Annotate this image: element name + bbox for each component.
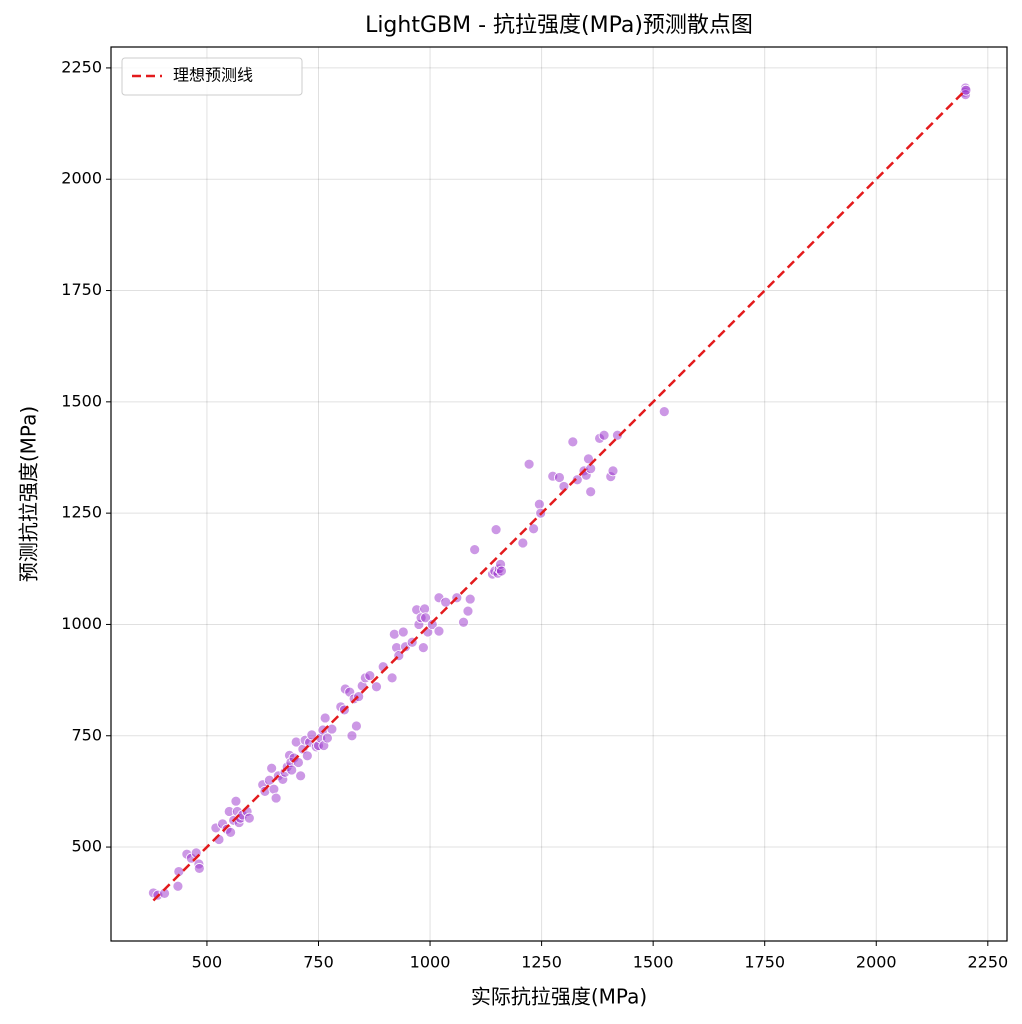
data-point [612,429,623,441]
data-point [462,605,474,617]
y-tick-label: 1000 [61,614,102,633]
data-point [364,670,376,682]
data-point [960,84,972,96]
data-point [523,458,535,470]
data-point [388,628,400,640]
data-point [490,524,502,536]
data-point [598,429,610,441]
data-point [420,612,431,624]
data-point [243,812,255,824]
x-tick-label: 1750 [744,953,785,972]
data-point [533,498,545,510]
x-tick-label: 750 [303,953,334,972]
data-point [326,723,338,735]
y-tick-label: 1250 [61,503,102,522]
data-point [419,603,431,615]
x-tick-label: 500 [192,953,223,972]
data-point [268,783,280,795]
data-point [266,762,278,774]
data-point [496,565,507,577]
data-point [397,626,409,638]
y-tick-label: 750 [71,725,102,744]
data-point [440,596,452,608]
data-point [193,863,205,874]
data-point [417,642,429,654]
x-tick-label: 1250 [521,953,562,972]
data-point [371,681,382,693]
data-point [458,616,469,628]
data-point [517,537,529,549]
data-point [567,436,579,448]
y-tick-label: 1500 [61,391,102,410]
x-tick-label: 2250 [967,953,1008,972]
y-tick-label: 500 [71,837,102,856]
y-axis-label: 预测抗拉强度(MPa) [17,406,41,582]
legend-label: 理想预测线 [173,66,253,85]
data-point [270,792,282,804]
data-point [225,826,236,838]
data-point [301,750,313,762]
data-point [386,672,398,684]
data-point [658,406,670,418]
data-point [319,712,331,724]
data-point [607,465,619,477]
data-point [571,474,583,486]
y-tick-label: 2000 [61,169,102,188]
data-point [172,880,184,892]
reference-line [152,89,967,902]
y-tick-label: 1750 [61,280,102,299]
data-point [469,544,481,556]
data-point [433,625,445,637]
data-point [230,795,242,807]
data-point [346,730,358,742]
chart-title: LightGBM - 抗拉强度(MPa)预测散点图 [365,13,753,38]
data-point [295,770,307,782]
plot-frame [110,46,1008,942]
data-point [585,486,597,498]
data-point [286,764,298,776]
legend: 理想预测线 [121,57,303,96]
data-point [528,523,539,535]
x-tick-label: 1000 [410,953,451,972]
data-point [426,619,438,630]
data-point [464,593,476,605]
x-tick-label: 2000 [856,953,897,972]
data-point [351,720,362,732]
y-tick-label: 2250 [61,57,102,76]
x-tick-label: 1500 [633,953,674,972]
x-axis-label: 实际抗拉强度(MPa) [471,985,647,1009]
data-point [554,472,565,483]
legend-box [121,57,303,96]
data-point [322,732,333,744]
